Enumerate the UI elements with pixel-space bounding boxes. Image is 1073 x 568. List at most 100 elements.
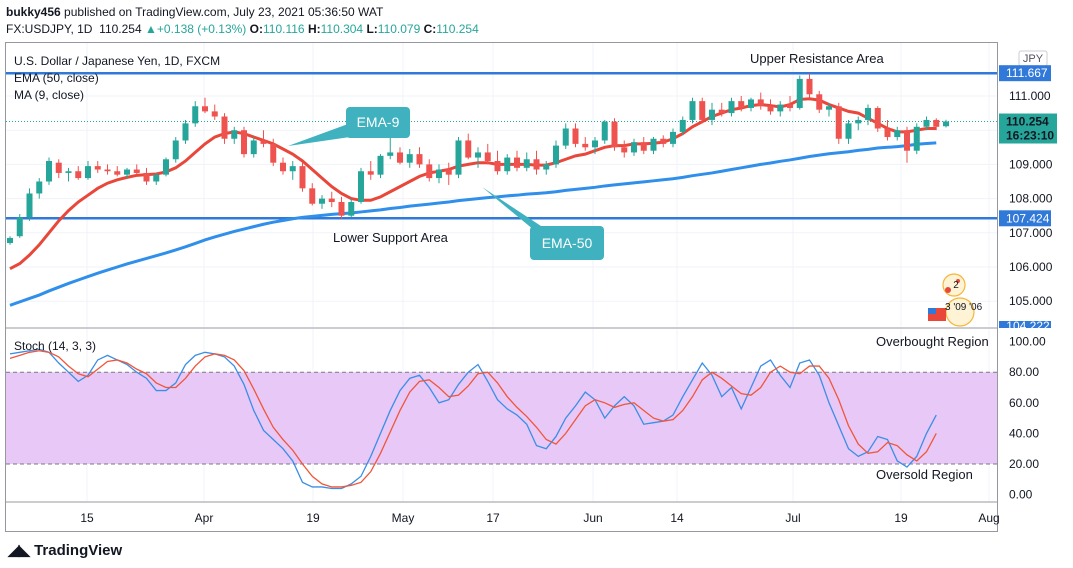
candle <box>338 196 345 220</box>
price-tick-label: 105.000 <box>1009 294 1053 308</box>
candle-body <box>465 140 472 158</box>
candle <box>631 138 637 156</box>
candle <box>757 92 764 110</box>
stoch-tick-label: 100.00 <box>1009 335 1046 349</box>
candle <box>894 126 901 141</box>
candle <box>65 167 72 182</box>
ema9-callout-text: EMA-9 <box>357 114 400 130</box>
candle <box>611 118 618 151</box>
candle <box>387 137 394 160</box>
publisher-name[interactable]: bukky456 <box>6 5 61 19</box>
candle <box>153 172 160 185</box>
candle-body <box>709 109 715 120</box>
candle-body <box>582 143 589 148</box>
candle <box>319 195 325 209</box>
candle <box>504 154 511 175</box>
candle-body <box>289 166 296 172</box>
candle-body <box>309 188 316 204</box>
candle-body <box>260 140 267 144</box>
stoch-axis[interactable]: 0.00 20.00 40.00 60.00 80.00 100.00 <box>1009 335 1046 502</box>
candle-body <box>670 131 676 144</box>
candle <box>553 140 559 168</box>
support-tag <box>999 210 1051 227</box>
candle-body <box>806 78 813 95</box>
ema50-callout[interactable] <box>530 226 604 260</box>
oversold-label: Oversold Region <box>876 467 973 482</box>
candle <box>572 123 579 148</box>
candle-body <box>514 157 520 168</box>
candle-body <box>241 130 247 155</box>
candle <box>436 164 442 184</box>
candle-body <box>777 104 784 112</box>
candles <box>7 73 949 245</box>
candle-body <box>65 171 72 173</box>
stoch-tick-label: 40.00 <box>1009 426 1039 440</box>
price-tick-label: 107.000 <box>1009 226 1053 240</box>
candle-body <box>660 138 667 144</box>
change-arrow-icon: ▲ <box>145 22 157 36</box>
publish-info: bukky456 published on TradingView.com, J… <box>6 5 383 19</box>
tradingview-brand[interactable]: ◢◣ TradingView <box>8 541 123 560</box>
candle <box>26 188 33 221</box>
time-tick-label: 14 <box>670 511 684 525</box>
candle-body <box>826 106 832 110</box>
candle-body <box>172 140 179 160</box>
candle-body <box>416 154 423 165</box>
time-axis[interactable]: 15 Apr 19 May 17 Jun 14 Jul 19 Aug <box>80 511 999 525</box>
candle <box>533 150 540 175</box>
last-price-tag-text: 110.254 <box>1006 115 1049 129</box>
candle <box>874 106 881 132</box>
ema-legend[interactable]: EMA (50, close) <box>14 71 99 85</box>
candle-body <box>835 106 842 139</box>
chart-frame[interactable] <box>5 42 998 532</box>
candle-body <box>75 171 82 179</box>
candle <box>709 102 715 126</box>
chart-title: U.S. Dollar / Japanese Yen, 1D, FXCM <box>14 54 221 68</box>
price-change: +0.138 (+0.13%) <box>156 22 247 36</box>
stoch-tick-label: 20.00 <box>1009 457 1039 471</box>
candle-body <box>387 152 394 156</box>
candle-body <box>202 106 208 112</box>
candle <box>299 162 306 192</box>
candle-body <box>553 145 559 165</box>
candle-body <box>543 164 550 170</box>
candle <box>943 119 949 128</box>
candle-body <box>143 172 150 182</box>
candle-body <box>114 171 121 175</box>
candle <box>660 135 667 148</box>
stoch-legend[interactable]: Stoch (14, 3, 3) <box>14 339 97 353</box>
candle-body <box>231 130 238 139</box>
ma-legend[interactable]: MA (9, close) <box>14 88 85 102</box>
candle-body <box>748 99 754 108</box>
candle <box>601 119 608 144</box>
brand-name: TradingView <box>34 541 123 559</box>
events-icon[interactable] <box>928 273 975 327</box>
candle-body <box>55 162 62 173</box>
candle <box>514 150 520 172</box>
candle <box>621 140 628 158</box>
candle-body <box>933 119 940 127</box>
candle-body <box>728 101 735 114</box>
candle <box>133 164 140 175</box>
candle-body <box>455 140 462 175</box>
events-dates: 3 '09 '06 <box>945 302 983 313</box>
candle-body <box>533 159 540 170</box>
candle <box>455 137 462 179</box>
candle-body <box>679 119 686 132</box>
time-tick-label: 15 <box>80 511 94 525</box>
candle <box>202 97 208 114</box>
close-value: 110.254 <box>436 22 479 36</box>
candle-body <box>601 121 608 141</box>
candle-body <box>328 198 335 203</box>
candle <box>465 133 472 160</box>
candle-body <box>611 121 618 148</box>
candle <box>221 113 228 144</box>
ma-9-line <box>9 97 937 271</box>
candle-body <box>16 217 23 237</box>
countdown-tag-text: 16:23:10 <box>1006 129 1054 143</box>
ema9-callout[interactable] <box>346 107 410 138</box>
candle <box>231 126 238 144</box>
time-tick-label: Aug <box>978 511 999 525</box>
last-price-tag <box>999 113 1057 144</box>
